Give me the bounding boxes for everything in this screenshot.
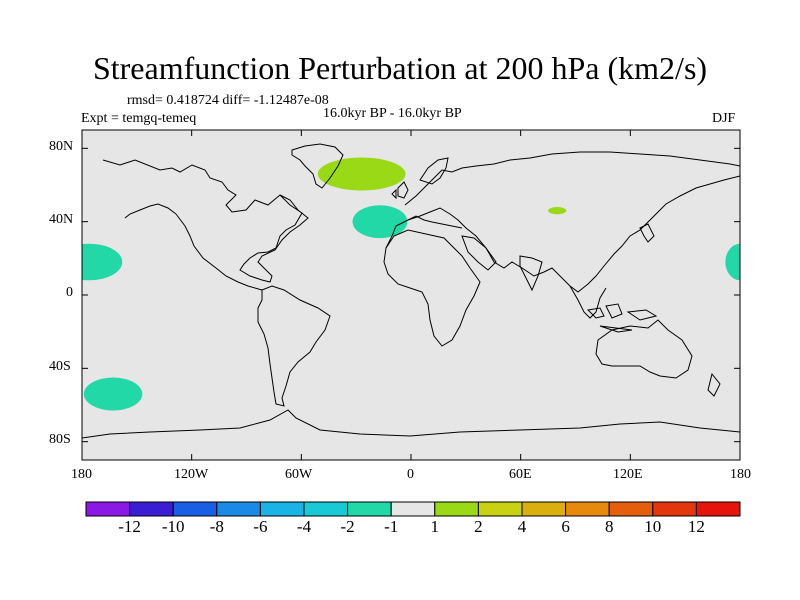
colorbar-label: -8 [209, 517, 224, 536]
colorbar-label: 4 [517, 517, 527, 536]
anomaly-south-pacific [83, 377, 143, 411]
colorbar-box-6 [347, 501, 392, 517]
coastline-north-america [102, 159, 309, 291]
anomaly-west-pacific-subtropics [82, 243, 123, 281]
coastline-british-isles [391, 181, 409, 200]
season-label: DJF [712, 111, 736, 126]
colorbar-box-3 [216, 501, 261, 517]
coastline-australia [595, 319, 693, 379]
colorbar-box-13 [652, 501, 697, 517]
lat-label-80n: 80N [49, 139, 74, 154]
lon-label-120e: 120E [613, 467, 643, 482]
colorbar-box-10 [521, 501, 567, 517]
coastline-new-zealand [707, 372, 721, 397]
coastline-southeast-asia [569, 285, 607, 319]
rmsd-diff-stats: rmsd= 0.418724 diff= -1.12487e-08 [127, 93, 329, 108]
colorbar-label: -1 [384, 517, 399, 536]
colorbar-label: -12 [118, 517, 141, 536]
lon-label-180e: 180 [730, 467, 751, 482]
anomaly-layer [82, 157, 740, 411]
colorbar [85, 501, 741, 517]
experiment-label: Expt = temgq-temeq [81, 111, 197, 126]
colorbar-box-11 [565, 501, 610, 517]
coastline-eurasia [385, 151, 740, 293]
lon-label-0: 0 [407, 467, 414, 482]
coastlines [82, 143, 740, 439]
colorbar-label: 12 [687, 517, 705, 536]
colorbar-label: 8 [604, 517, 614, 536]
anomaly-central-asia [548, 207, 567, 215]
colorbar-label: -4 [296, 517, 312, 536]
lon-label-60e: 60E [509, 467, 532, 482]
lat-label-0: 0 [66, 285, 73, 300]
colorbar-label: -2 [340, 517, 355, 536]
coastline-arabia [461, 235, 497, 271]
colorbar-box-5 [303, 501, 349, 517]
plot-title: Streamfunction Perturbation at 200 hPa (… [92, 50, 708, 86]
colorbar-box-14 [695, 501, 741, 517]
colorbar-label: 6 [561, 517, 570, 536]
colorbar-label: -10 [161, 517, 185, 536]
colorbar-label: -6 [253, 517, 268, 536]
coastline-japan [639, 223, 655, 243]
lon-label-180w: 180 [71, 467, 92, 482]
coastline-mediterranean [407, 215, 463, 229]
lat-label-40n: 40N [49, 212, 74, 227]
anomaly-east-pacific-edge [725, 243, 740, 281]
colorbar-box-1 [129, 501, 174, 517]
axis-ticks [81, 130, 741, 460]
coastline-africa [383, 229, 481, 347]
coastline-south-america [257, 285, 331, 407]
anomaly-mid-atlantic-azores [352, 205, 408, 239]
coastline-india [519, 255, 543, 292]
colorbar-box-7 [390, 501, 436, 517]
lat-label-40s: 40S [49, 359, 71, 374]
colorbar-box-2 [172, 501, 218, 517]
lon-label-120w: 120W [174, 467, 209, 482]
coastline-greenland [291, 143, 344, 189]
coastline-scandinavia [419, 157, 449, 185]
colorbar-label: 1 [430, 517, 440, 536]
anomaly-north-atlantic-greenland [317, 157, 406, 191]
lon-label-60w: 60W [285, 467, 313, 482]
map-background [82, 130, 740, 460]
colorbar-box-12 [608, 501, 654, 517]
lat-label-80s: 80S [49, 432, 71, 447]
colorbar-box-0 [85, 501, 131, 517]
coastline-antarctica [82, 409, 740, 439]
colorbar-label: 2 [474, 517, 483, 536]
colorbar-box-9 [477, 501, 523, 517]
colorbar-box-4 [259, 501, 305, 517]
period-label: 16.0kyr BP - 16.0kyr BP [323, 106, 462, 121]
colorbar-box-8 [434, 501, 479, 517]
colorbar-label: 10 [644, 517, 662, 536]
coastline-maritime-continent [586, 303, 658, 333]
